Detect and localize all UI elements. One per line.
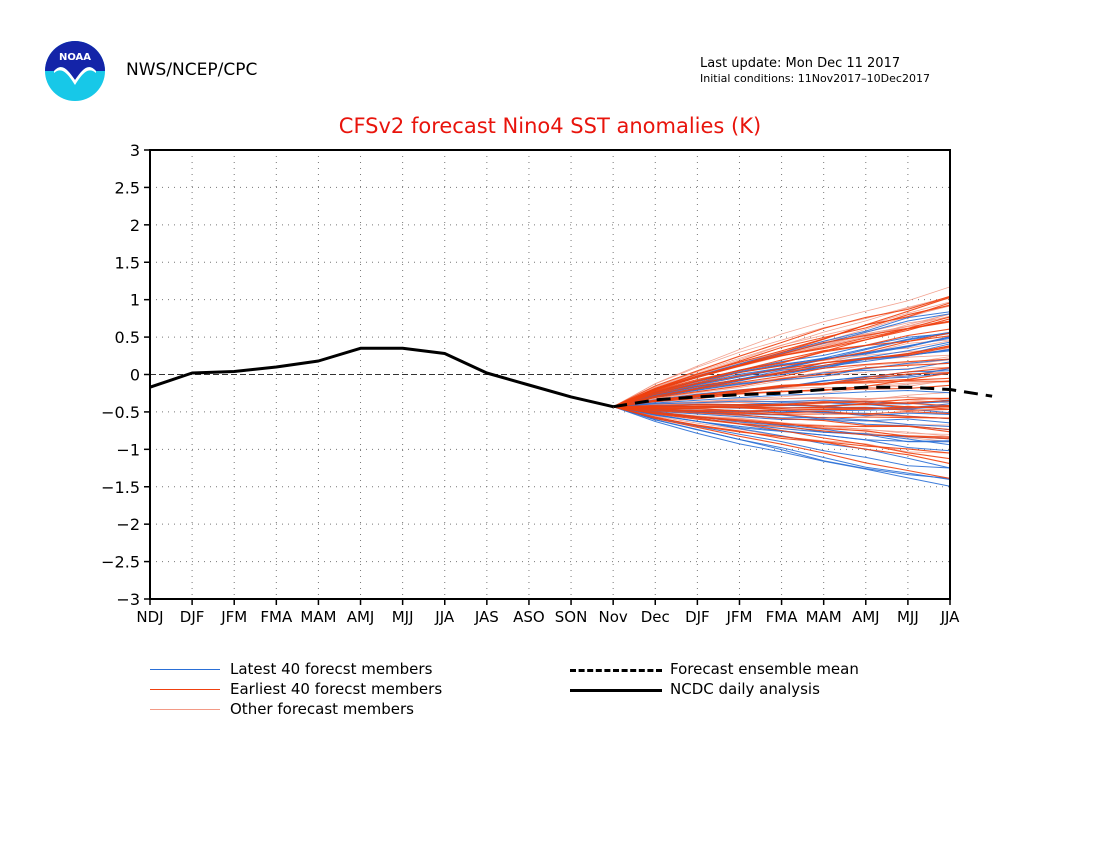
ensemble-member-line [613,406,951,465]
legend-swatch-other [150,709,220,710]
y-tick-label: 0 [130,366,140,385]
x-axis: NDJ DJF JFM FMA MAM AMJ MJJ JJA JAS ASO SON Nov Dec D… [136,599,960,626]
x-tick-label: JJA [434,608,455,626]
ensemble-member-line [612,296,951,408]
x-tick-label: JFM [220,608,247,626]
ensemble-member-line [613,346,951,408]
x-tick-label: ASO [513,608,545,626]
ensemble-mean-line [612,385,993,409]
ensemble-member-line [613,400,951,408]
noaa-logo: NOAA [44,40,106,102]
last-update: Last update: Mon Dec 11 2017 [700,56,901,71]
y-tick-label: −0.5 [101,403,140,422]
x-tick-label: MJJ [897,608,919,626]
ensemble-member-line [613,406,951,487]
ensemble-member-line [613,362,951,408]
x-tick-label: MAM [300,608,336,626]
x-tick-label: AMJ [852,608,880,626]
ensemble-member-line [613,406,951,424]
initial-conditions: Initial conditions: 11Nov2017–10Dec2017 [700,72,930,85]
chart-title: CFSv2 forecast Nino4 SST anomalies (K) [338,114,762,138]
ensemble-member-line [613,318,951,408]
ensemble-member-line [613,384,951,408]
legend-label-other: Other forecast members [230,700,414,718]
legend-swatch-earliest [150,689,220,690]
x-tick-label: FMA [260,608,293,626]
legend-swatch-analysis [570,689,662,692]
legend-label-mean: Forecast ensemble mean [670,660,859,678]
analysis-line [149,346,614,409]
ensemble-member-line [613,406,951,469]
ensemble-member-line [613,301,951,408]
ensemble-member-line [613,406,951,460]
legend-label-latest: Latest 40 forecst members [230,660,433,678]
ensemble-member-line [613,406,951,480]
x-tick-label: SON [555,608,588,626]
logo-text: NOAA [59,52,91,63]
legend-swatch-mean [570,669,662,672]
ensemble-member-line [613,406,951,479]
ensemble-member-line [612,295,951,408]
x-tick-label: Nov [599,608,628,626]
x-tick-label: AMJ [347,608,375,626]
grid [150,150,950,599]
y-tick-label: 3 [130,141,140,160]
y-tick-label: −2.5 [101,553,140,572]
x-tick-label: DJF [685,608,710,626]
x-tick-label: MJJ [392,608,414,626]
main-series [149,346,993,409]
agency-name: NWS/NCEP/CPC [126,60,258,80]
ensemble-members [612,286,951,487]
x-tick-label: DJF [180,608,205,626]
x-tick-label: JAS [474,608,499,626]
y-tick-label: 2 [130,216,140,235]
ensemble-member-line [613,405,951,411]
x-tick-label: JFM [725,608,752,626]
ensemble-member-line [613,296,951,408]
ensemble-member-line [613,332,951,408]
update-info: Last update: Mon Dec 11 2017 Initial con… [700,56,930,86]
ensemble-member-line [613,358,951,408]
y-tick-label: −3 [116,590,140,609]
noaa-logo-icon: NOAA [45,41,105,101]
ensemble-member-line [613,403,951,409]
ensemble-member-line [613,389,951,408]
y-tick-label: 1.5 [115,253,140,272]
x-tick-label: NDJ [136,608,163,626]
y-tick-label: −1.5 [101,478,140,497]
ensemble-member-line [613,320,951,408]
y-tick-label: 2.5 [115,178,140,197]
x-tick-label: Dec [641,608,670,626]
ensemble-member-line [613,406,951,415]
y-tick-label: −1 [116,440,140,459]
x-tick-label: MAM [806,608,842,626]
ensemble-member-line [613,286,951,408]
legend-label-earliest: Earliest 40 forecst members [230,680,443,698]
y-tick-label: 0.5 [115,328,140,347]
legend-label-analysis: NCDC daily analysis [670,680,820,698]
ensemble-member-line [613,406,951,431]
ensemble-member-line [613,328,951,408]
y-tick-label: −2 [116,515,140,534]
x-tick-label: FMA [766,608,799,626]
ensemble-member-line [613,345,951,408]
y-tick-label: 1 [130,291,140,310]
ensemble-member-line [613,406,951,440]
y-axis: 3 2.5 2 1.5 1 0.5 0 −0.5 −1 −1.5 −2 −2.5 −3 [101,141,150,609]
x-tick-label: JJA [940,608,961,626]
legend-swatch-latest [150,669,220,670]
